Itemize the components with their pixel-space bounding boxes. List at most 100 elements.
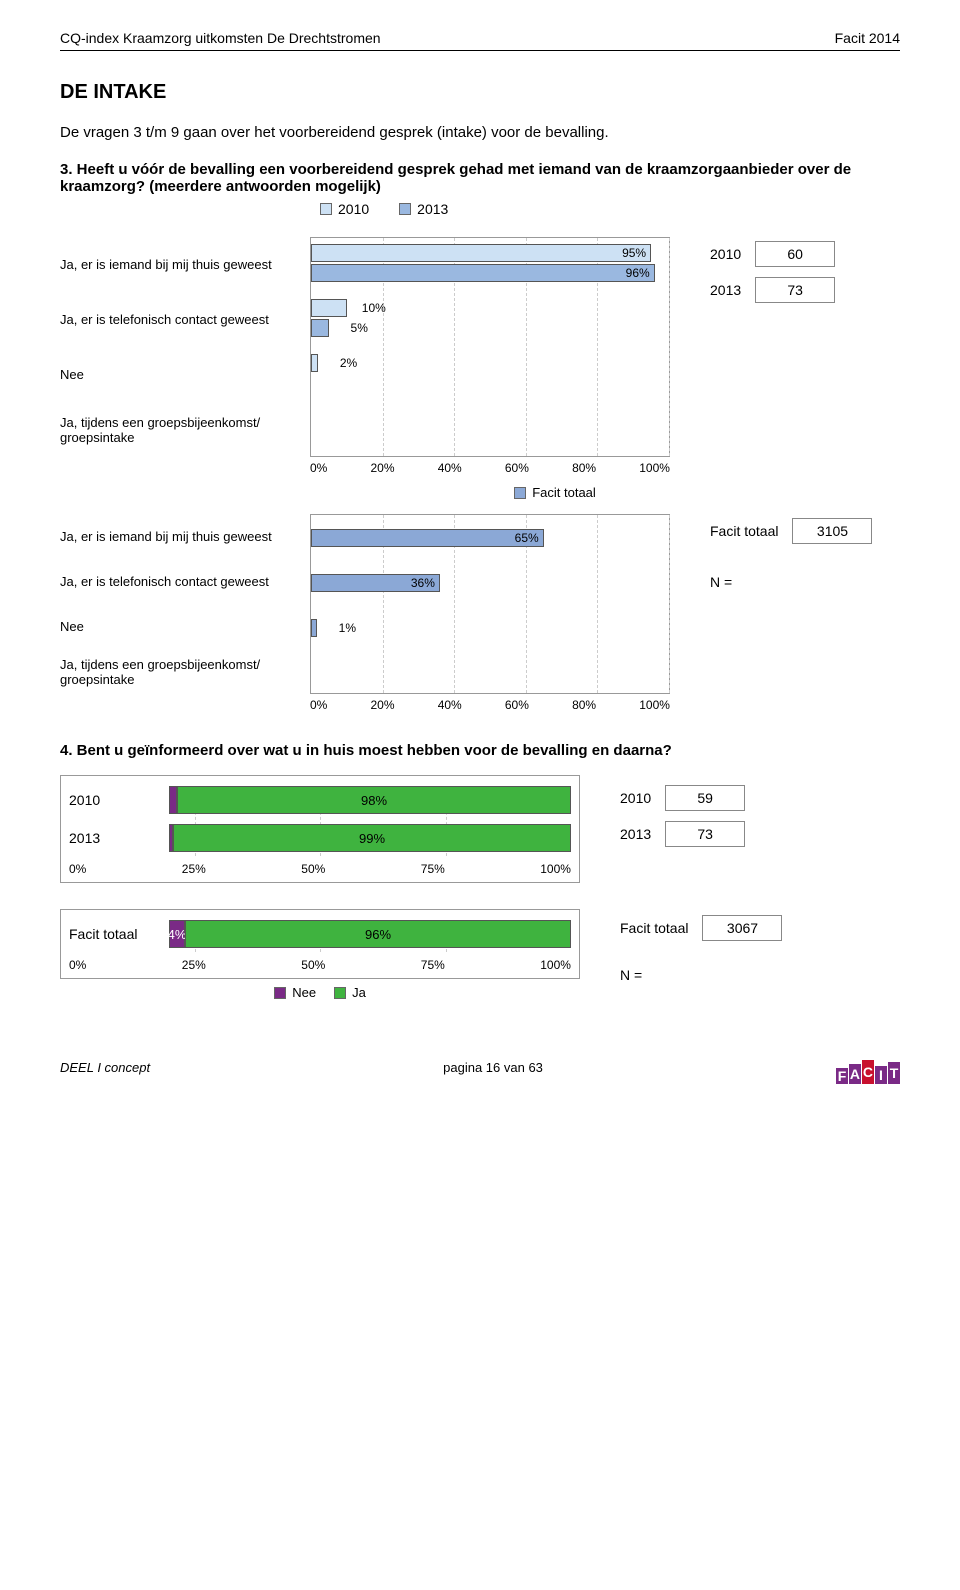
q4-n-label-2010: 2010 [620,790,651,806]
q3-bar-2013: 5% [311,319,329,337]
q3-bar-2010: 2% [311,354,318,372]
logo-letter: C [862,1060,874,1084]
legend-label-facit: Facit totaal [532,485,596,500]
q4-facit-n-value: 3067 [702,915,782,941]
q3-facit-category-label: Ja, er is telefonisch contact geweest [60,559,300,604]
axis-tick: 20% [371,698,395,712]
q4-facit-n-eq: N = [620,967,642,983]
axis-tick: 0% [310,461,327,475]
intro-text: De vragen 3 t/m 9 gaan over het voorbere… [60,124,900,141]
header-left: CQ-index Kraamzorg uitkomsten De Drechts… [60,30,381,46]
legend-label-2013: 2013 [417,201,448,217]
axis-tick: 40% [438,698,462,712]
header-right: Facit 2014 [835,30,900,46]
q3-facit-bar: 36% [311,574,440,592]
q4-n-value-2013: 73 [665,821,745,847]
q3-category-label: Nee [60,347,300,402]
logo-letter: T [888,1062,900,1084]
q3-bar-2013: 96% [311,264,655,282]
logo-letter: I [875,1066,887,1084]
q3-chart: Ja, er is iemand bij mij thuis geweestJa… [60,237,900,475]
axis-tick: 40% [438,461,462,475]
axis-tick: 80% [572,461,596,475]
legend-swatch-2010 [320,203,332,215]
n-value-2010: 60 [755,241,835,267]
q4-n-label-2013: 2013 [620,826,651,842]
segment-ja: 96% [185,920,571,948]
legend-swatch-ja [334,987,346,999]
q3-facit-legend: Facit totaal [210,485,900,500]
legend-nee: Nee [292,985,316,1000]
legend-swatch-2013 [399,203,411,215]
n-label-2013: 2013 [710,282,741,298]
q3-category-label: Ja, er is iemand bij mij thuis geweest [60,237,300,292]
axis-tick: 60% [505,461,529,475]
footer-center: pagina 16 van 63 [443,1060,543,1084]
q3-question: 3. Heeft u vóór de bevalling een voorber… [60,161,900,195]
n-label-2010: 2010 [710,246,741,262]
axis-tick: 60% [505,698,529,712]
logo-letter: F [836,1068,848,1084]
q3-n-boxes: 2010 60 2013 73 [710,241,835,303]
q4-plot: 2010 98% 201399% 0% 25% 50% 75% 100% [60,775,580,883]
q3-bar-2010: 10% [311,299,347,317]
facit-n-value: 3105 [792,518,872,544]
q3-facit-chart: Ja, er is iemand bij mij thuis geweestJa… [60,514,900,712]
segment-nee: 4% [169,920,185,948]
stacked-bar-label: 2010 [69,792,169,808]
q3-legend: 2010 2013 [320,201,900,217]
footer-logo-icon: FACIT [836,1060,900,1084]
stacked-bar-row: 2010 98% [69,786,571,814]
stacked-bar-label: 2013 [69,830,169,846]
footer-left: DEEL I concept [60,1060,150,1084]
logo-letter: A [849,1064,861,1084]
q3-facit-category-label: Ja, er is iemand bij mij thuis geweest [60,514,300,559]
q4-facit-plot: Facit totaal4%96% 0% 25% 50% 75% 100% [60,909,580,979]
axis-tick: 100% [540,862,571,876]
q4-facit-n-boxes: Facit totaal 3067 N = [620,915,782,983]
facit-n-label: Facit totaal [710,523,778,539]
axis-tick: 0% [69,958,86,972]
legend-ja: Ja [352,985,366,1000]
q4-question: 4. Bent u geïnformeerd over wat u in hui… [60,742,900,759]
q3-facit-bar: 1% [311,619,317,637]
q3-facit-bar: 65% [311,529,544,547]
axis-tick: 100% [639,461,670,475]
q4-n-value-2010: 59 [665,785,745,811]
facit-n-eq: N = [710,574,732,590]
segment-ja: 99% [173,824,571,852]
axis-tick: 75% [421,958,445,972]
segment-nee [169,786,177,814]
q3-facit-n-boxes: Facit totaal 3105 N = [710,518,872,590]
document-header: CQ-index Kraamzorg uitkomsten De Drechts… [60,30,900,51]
axis-tick: 20% [371,461,395,475]
segment-ja: 98% [177,786,571,814]
legend-swatch-facit [514,487,526,499]
q3-facit-category-label: Nee [60,604,300,649]
q3-category-label: Ja, tijdens een groepsbijeenkomst/ groep… [60,402,300,457]
axis-tick: 0% [310,698,327,712]
axis-tick: 100% [639,698,670,712]
n-value-2013: 73 [755,277,835,303]
q3-category-label: Ja, er is telefonisch contact geweest [60,292,300,347]
axis-tick: 50% [301,958,325,972]
q3-bar-2010: 95% [311,244,651,262]
axis-tick: 25% [182,862,206,876]
stacked-bar-row: 201399% [69,824,571,852]
axis-tick: 25% [182,958,206,972]
axis-tick: 100% [540,958,571,972]
q4-n-boxes: 2010 59 2013 73 [620,785,745,847]
axis-tick: 50% [301,862,325,876]
axis-tick: 80% [572,698,596,712]
legend-swatch-nee [274,987,286,999]
stacked-bar-row: Facit totaal4%96% [69,920,571,948]
section-title: DE INTAKE [60,81,900,104]
legend-label-2010: 2010 [338,201,369,217]
q3-facit-category-label: Ja, tijdens een groepsbijeenkomst/ groep… [60,649,300,694]
axis-tick: 75% [421,862,445,876]
q4-legend: Nee Ja [60,985,580,1000]
axis-tick: 0% [69,862,86,876]
q4-facit-n-label: Facit totaal [620,920,688,936]
page-footer: DEEL I concept pagina 16 van 63 FACIT [60,1060,900,1084]
stacked-bar-label: Facit totaal [69,926,169,942]
